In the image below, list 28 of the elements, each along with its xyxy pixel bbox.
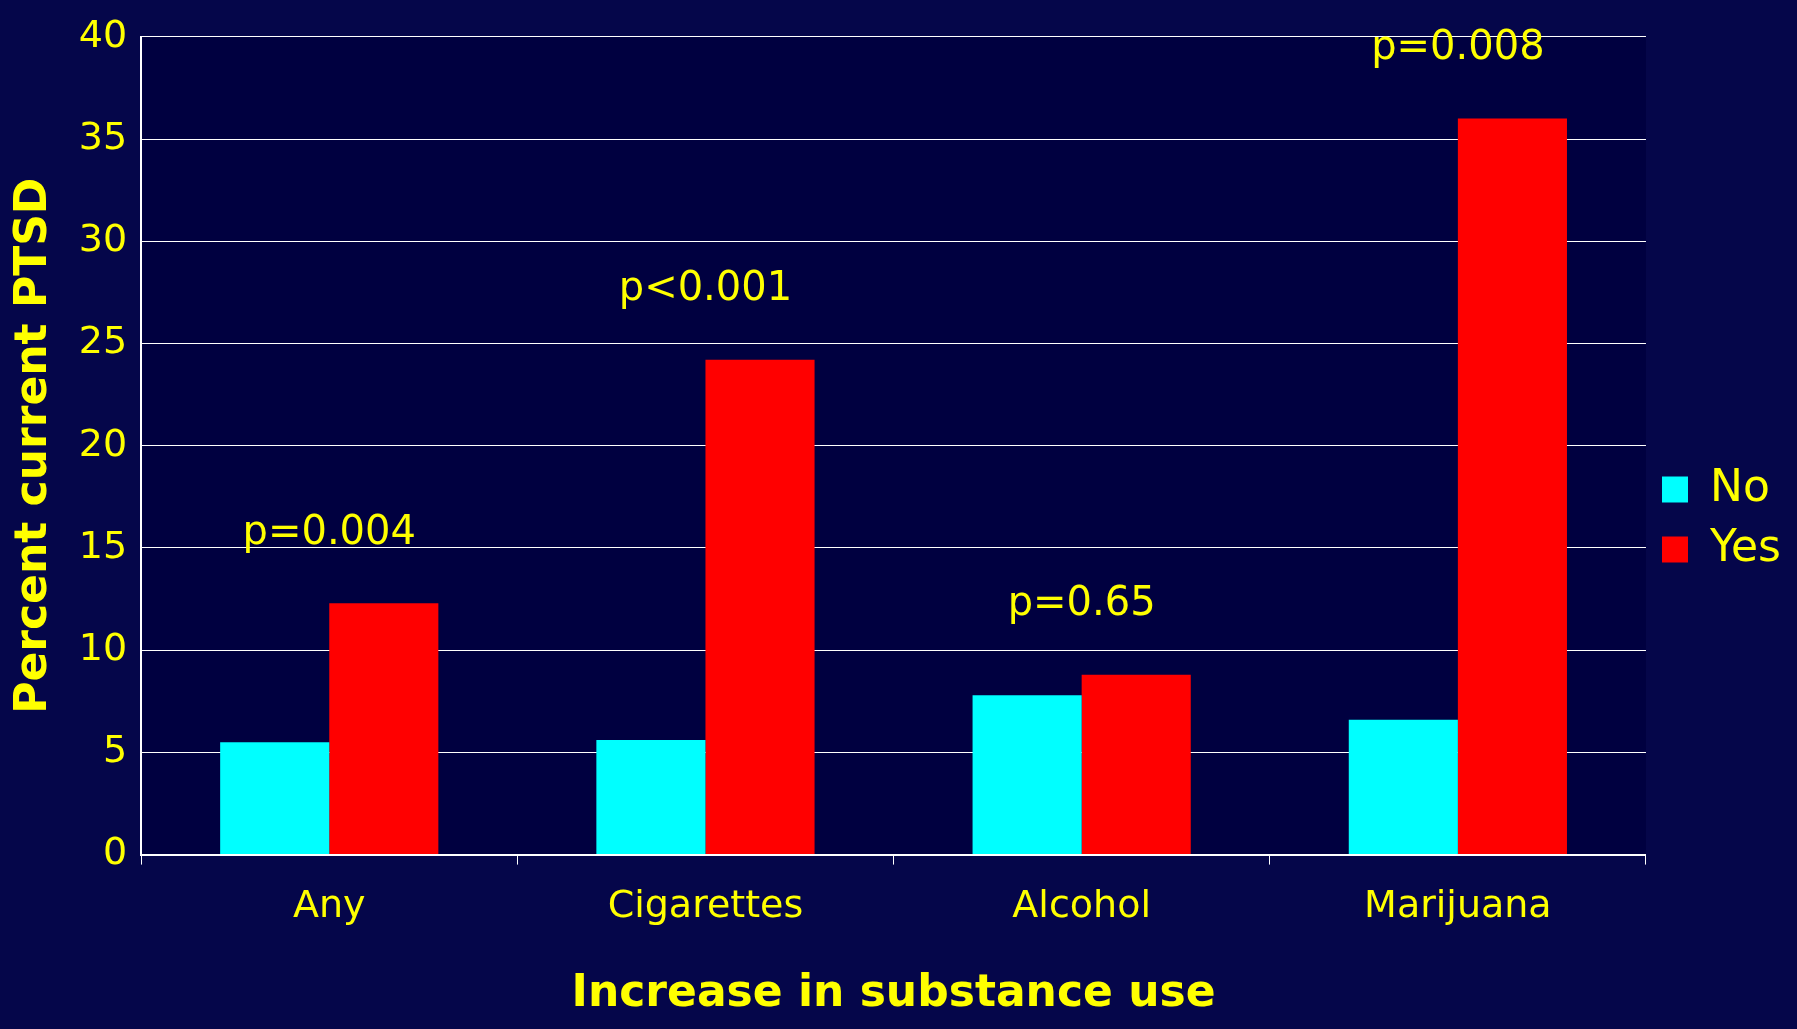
- y-tick-label: 5: [102, 727, 128, 772]
- bar: [1348, 719, 1458, 855]
- legend-label: Yes: [1708, 519, 1781, 571]
- x-tick-label: Marijuana: [1364, 882, 1552, 927]
- y-tick-label: 0: [102, 829, 128, 874]
- bar: [1457, 118, 1567, 855]
- y-axis-title: Percent current PTSD: [4, 177, 56, 714]
- bar: [329, 603, 439, 855]
- legend-label: No: [1709, 459, 1770, 511]
- bar: [705, 359, 815, 855]
- x-axis-title: Increase in substance use: [571, 965, 1216, 1017]
- x-tick-label: Cigarettes: [607, 882, 804, 927]
- annotation: p=0.65: [1007, 578, 1156, 625]
- y-tick-label: 40: [78, 11, 128, 56]
- bar: [220, 742, 330, 855]
- annotation: p=0.004: [242, 506, 416, 553]
- bar: [972, 695, 1082, 855]
- y-tick-label: 15: [78, 522, 128, 567]
- annotation: p<0.001: [618, 263, 793, 310]
- bar: [1081, 674, 1191, 855]
- y-tick-label: 20: [78, 420, 128, 465]
- y-tick-label: 25: [78, 318, 128, 363]
- x-tick-label: Any: [292, 882, 366, 927]
- bar: [596, 740, 706, 855]
- y-tick-label: 30: [78, 216, 128, 261]
- x-tick-label: Alcohol: [1012, 882, 1151, 927]
- y-tick-label: 35: [78, 113, 128, 158]
- y-tick-label: 10: [78, 625, 128, 670]
